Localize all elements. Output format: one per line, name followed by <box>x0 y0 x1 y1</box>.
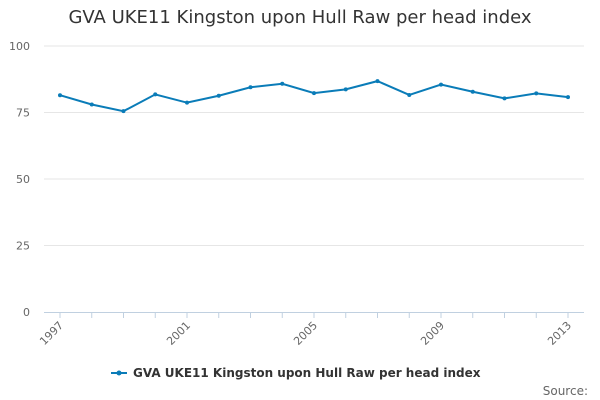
y-tick-label: 0 <box>23 306 30 319</box>
x-axis: 1997 2001 2005 2009 2013 <box>37 312 584 348</box>
x-tick-label: 1997 <box>37 319 66 348</box>
data-point[interactable] <box>280 81 285 86</box>
y-axis: 0 25 50 75 100 <box>9 40 30 319</box>
data-point[interactable] <box>566 95 570 100</box>
legend[interactable]: GVA UKE11 Kingston upon Hull Raw per hea… <box>111 366 481 380</box>
series-line <box>59 80 569 113</box>
data-point[interactable] <box>58 93 62 98</box>
gridlines <box>44 45 584 246</box>
data-point[interactable] <box>502 96 507 101</box>
data-point[interactable] <box>89 102 94 107</box>
data-point[interactable] <box>121 109 126 114</box>
y-tick-label: 75 <box>16 107 30 120</box>
data-point[interactable] <box>439 82 443 87</box>
data-point[interactable] <box>407 92 412 97</box>
x-tick-label: 2013 <box>545 319 574 348</box>
x-tick-label: 2009 <box>418 319 447 348</box>
x-tick-label: 2001 <box>164 319 193 348</box>
data-point[interactable] <box>153 92 158 97</box>
y-tick-label: 25 <box>16 240 30 253</box>
data-point[interactable] <box>375 79 380 84</box>
legend-label[interactable]: GVA UKE11 Kingston upon Hull Raw per hea… <box>133 366 481 380</box>
data-point[interactable] <box>216 93 221 98</box>
source-label: Source: <box>543 384 588 398</box>
chart-title: GVA UKE11 Kingston upon Hull Raw per hea… <box>68 7 532 28</box>
legend-point-marker <box>116 370 122 376</box>
y-tick-label: 100 <box>9 40 30 53</box>
data-point[interactable] <box>470 89 475 94</box>
data-point[interactable] <box>343 87 348 92</box>
data-point[interactable] <box>185 100 189 105</box>
x-tick-label: 2005 <box>291 319 320 348</box>
data-point[interactable] <box>534 91 539 96</box>
y-tick-label: 50 <box>16 173 30 186</box>
data-point[interactable] <box>312 91 316 96</box>
series <box>58 79 570 114</box>
data-point[interactable] <box>248 85 253 90</box>
